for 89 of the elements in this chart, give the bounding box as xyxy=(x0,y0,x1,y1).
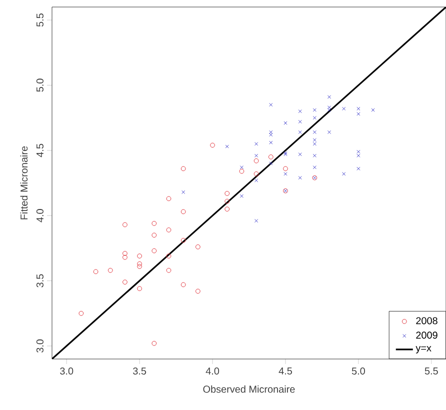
point xyxy=(239,168,244,174)
y-tick-label: 5.5 xyxy=(36,14,44,27)
point xyxy=(195,288,200,294)
legend-label: 2008 xyxy=(416,317,438,324)
point xyxy=(122,254,128,260)
point xyxy=(312,116,316,120)
point xyxy=(137,264,142,269)
point xyxy=(356,154,360,158)
point xyxy=(298,152,302,156)
point xyxy=(122,280,128,285)
x-tick-label: 5.5 xyxy=(424,368,438,374)
point xyxy=(152,232,157,238)
point xyxy=(342,106,346,110)
legend-label: y=x xyxy=(416,346,432,354)
point xyxy=(182,190,186,194)
point xyxy=(283,166,288,172)
point xyxy=(342,172,346,176)
point xyxy=(356,150,360,154)
x-tick-label: 4.5 xyxy=(278,368,292,374)
x-axis-title: Observed Micronaire xyxy=(203,385,295,393)
point xyxy=(356,106,360,110)
point xyxy=(298,176,302,180)
point xyxy=(312,138,316,142)
point xyxy=(137,286,142,292)
point xyxy=(195,244,200,250)
point xyxy=(327,108,332,112)
point xyxy=(254,219,258,223)
point xyxy=(284,121,288,125)
point xyxy=(356,112,360,116)
x-tick-label: 5.0 xyxy=(352,368,365,375)
point xyxy=(240,166,244,170)
point xyxy=(269,102,273,107)
y-tick-label: 5.0 xyxy=(36,78,44,92)
point xyxy=(312,142,316,146)
point xyxy=(180,209,186,214)
point xyxy=(180,166,186,172)
point xyxy=(254,154,258,158)
x-tick-label: 3.0 xyxy=(60,368,74,375)
point xyxy=(356,166,360,170)
point xyxy=(152,340,157,346)
point xyxy=(166,196,172,202)
y-tick-label: 4.5 xyxy=(36,144,44,158)
point xyxy=(78,310,84,316)
y-tick-label: 4.0 xyxy=(36,209,44,222)
x-tick-label: 3.5 xyxy=(133,368,146,375)
point xyxy=(224,206,230,212)
point xyxy=(152,248,157,254)
point xyxy=(269,140,273,144)
point xyxy=(180,282,186,288)
point xyxy=(268,154,274,160)
point xyxy=(269,162,273,166)
point xyxy=(137,261,142,266)
point xyxy=(254,142,258,146)
y-tick-label: 3.0 xyxy=(36,339,44,353)
y-axis-title: Fitted Micronaire xyxy=(20,146,28,220)
point xyxy=(327,130,332,134)
point xyxy=(137,254,142,258)
point xyxy=(166,254,172,258)
point xyxy=(93,269,98,274)
legend-label: 2009 xyxy=(416,332,438,339)
point xyxy=(210,142,215,148)
point xyxy=(152,220,157,226)
point xyxy=(254,171,259,176)
point xyxy=(312,166,316,170)
x-tick-label: 4.0 xyxy=(206,368,220,375)
point xyxy=(166,227,172,232)
point xyxy=(254,178,258,182)
point xyxy=(371,108,375,112)
point xyxy=(224,198,230,204)
point xyxy=(166,268,172,273)
point xyxy=(298,120,302,124)
point xyxy=(122,250,128,256)
point xyxy=(122,222,128,228)
point xyxy=(224,190,230,196)
point xyxy=(298,109,302,114)
point xyxy=(284,172,288,176)
point xyxy=(327,95,332,99)
point xyxy=(312,154,316,158)
y-tick-label: 3.5 xyxy=(36,274,44,288)
point xyxy=(240,194,244,198)
point xyxy=(180,238,186,243)
point xyxy=(327,106,332,110)
point xyxy=(298,130,302,134)
point xyxy=(108,268,113,273)
point xyxy=(269,132,273,137)
point xyxy=(312,108,316,112)
point xyxy=(312,130,316,134)
point xyxy=(254,158,259,164)
point xyxy=(225,144,229,148)
